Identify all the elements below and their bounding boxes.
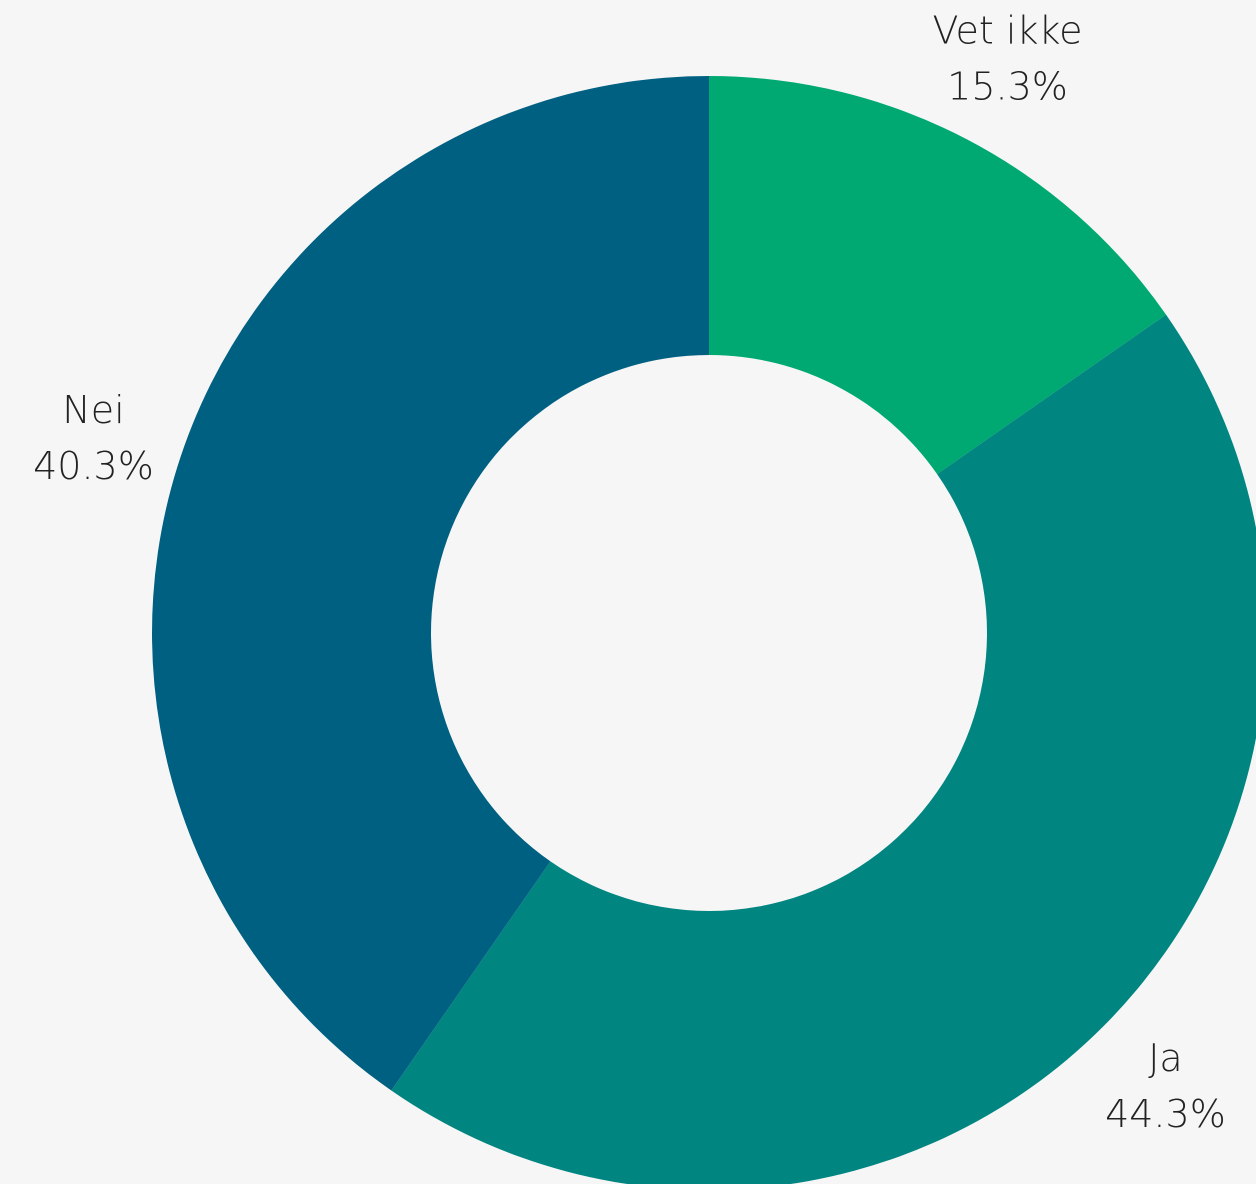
slice-value-label: 40.3% <box>33 444 154 488</box>
donut-slice <box>709 76 1167 475</box>
donut-slice <box>152 76 710 1091</box>
donut-slice <box>391 314 1256 1184</box>
slice-label: Vet ikke <box>933 9 1083 53</box>
slice-value-label: 44.3% <box>1105 1092 1226 1136</box>
slice-value-label: 15.3% <box>947 65 1068 109</box>
slice-label: Ja <box>1148 1036 1183 1080</box>
slice-label: Nei <box>62 388 124 432</box>
